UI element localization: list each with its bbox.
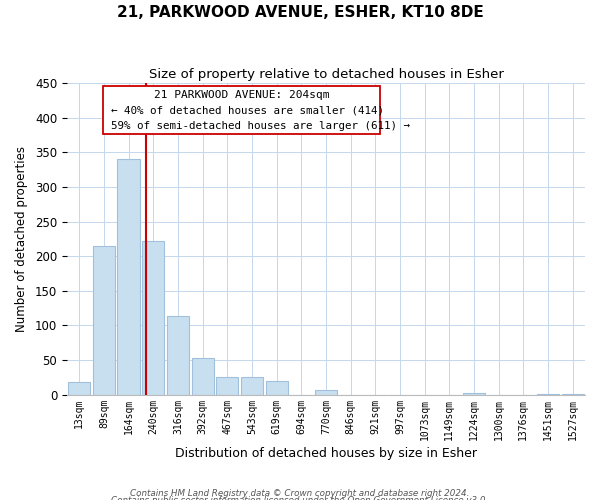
Bar (241, 378, 263, 395)
FancyBboxPatch shape (103, 86, 380, 134)
Bar (562, 394, 584, 395)
Title: Size of property relative to detached houses in Esher: Size of property relative to detached ho… (149, 68, 503, 80)
Bar (142, 241, 164, 395)
Text: 21 PARKWOOD AVENUE: 204sqm: 21 PARKWOOD AVENUE: 204sqm (154, 90, 329, 100)
Text: 21, PARKWOOD AVENUE, ESHER, KT10 8DE: 21, PARKWOOD AVENUE, ESHER, KT10 8DE (116, 5, 484, 20)
Bar (315, 390, 337, 395)
Bar (216, 377, 238, 395)
Text: Contains public sector information licensed under the Open Government Licence v3: Contains public sector information licen… (112, 496, 488, 500)
Bar (93, 246, 115, 395)
Bar (68, 382, 91, 395)
Bar (266, 381, 288, 395)
Bar (191, 358, 214, 395)
Text: 59% of semi-detached houses are larger (611) →: 59% of semi-detached houses are larger (… (111, 121, 410, 131)
Bar (118, 160, 140, 395)
Bar (463, 394, 485, 395)
Text: ← 40% of detached houses are smaller (414): ← 40% of detached houses are smaller (41… (111, 106, 384, 116)
Y-axis label: Number of detached properties: Number of detached properties (15, 146, 28, 332)
Text: Contains HM Land Registry data © Crown copyright and database right 2024.: Contains HM Land Registry data © Crown c… (130, 488, 470, 498)
Bar (537, 394, 559, 395)
X-axis label: Distribution of detached houses by size in Esher: Distribution of detached houses by size … (175, 447, 477, 460)
Bar (167, 316, 189, 395)
